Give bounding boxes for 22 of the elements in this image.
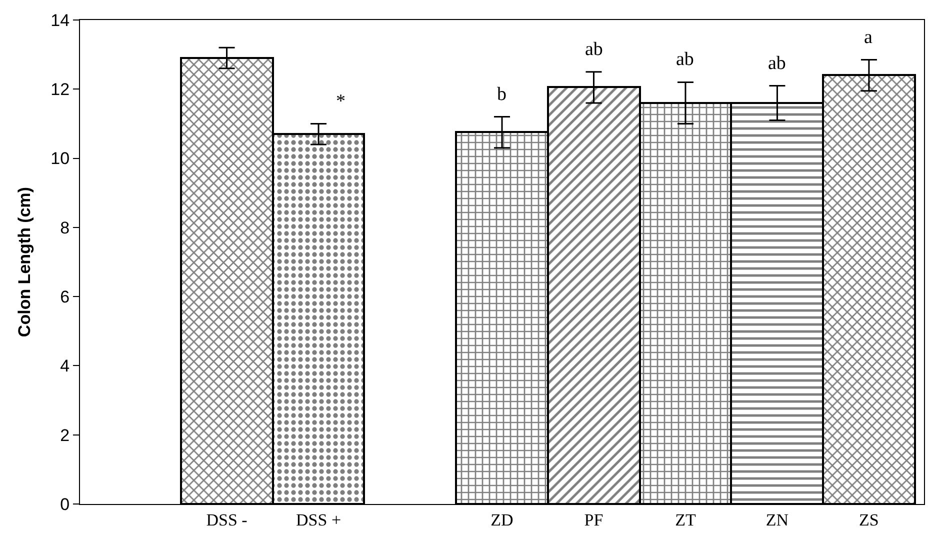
- annotation: ab: [768, 53, 786, 74]
- x-tick-label: DSS -: [206, 510, 248, 530]
- annotation: a: [864, 27, 873, 48]
- y-tick-label: 6: [60, 288, 70, 307]
- x-tick-label: ZT: [675, 510, 696, 530]
- annotation: b: [497, 84, 506, 105]
- y-tick-label: 2: [60, 426, 70, 445]
- annotation: ab: [585, 39, 603, 60]
- y-axis-title: Colon Length (cm): [15, 186, 34, 338]
- y-tick-label: 8: [60, 218, 70, 238]
- y-tick-label: 10: [50, 149, 70, 168]
- y-tick-label: 14: [50, 10, 70, 30]
- x-tick-label: ZS: [859, 510, 879, 530]
- x-tick-label: DSS +: [296, 510, 342, 530]
- x-tick-label: ZD: [490, 510, 514, 530]
- annotation: *: [336, 91, 346, 112]
- x-tick-label: ZN: [766, 510, 789, 530]
- x-tick-label: PF: [584, 510, 604, 530]
- y-tick-label: 4: [60, 356, 70, 376]
- y-tick-label: 12: [50, 80, 70, 100]
- annotation: ab: [676, 49, 694, 70]
- y-tick-label: 0: [60, 494, 70, 514]
